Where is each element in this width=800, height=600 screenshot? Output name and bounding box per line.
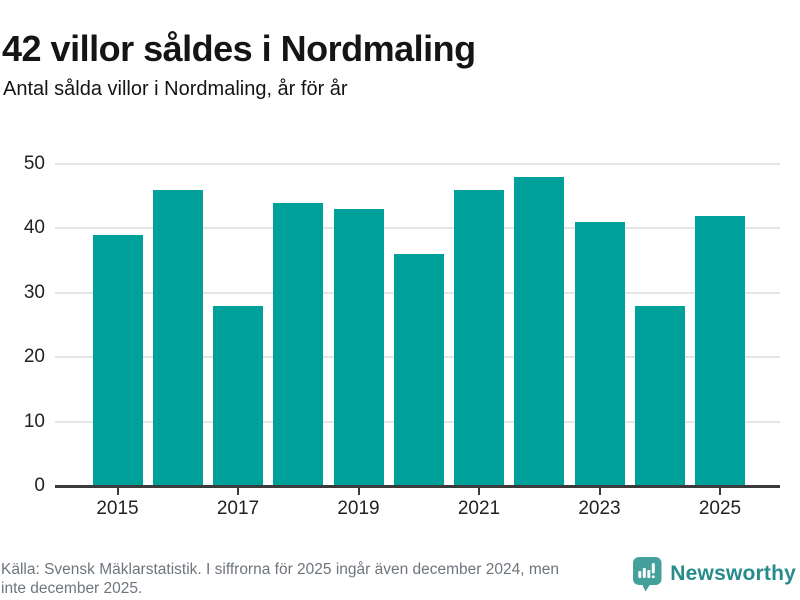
source-note: Källa: Svensk Mäklarstatistik. I siffror… bbox=[1, 560, 649, 598]
y-tick-label-30: 30 bbox=[23, 281, 45, 303]
x-tick-label-2023: 2023 bbox=[578, 498, 621, 519]
x-tick-2015 bbox=[116, 488, 119, 495]
x-tick-2017 bbox=[237, 488, 239, 495]
source-note-line1: Källa: Svensk Mäklarstatistik. I siffror… bbox=[1, 561, 559, 578]
x-tick-label-2015: 2015 bbox=[96, 498, 139, 519]
x-tick-label-2021: 2021 bbox=[457, 498, 501, 519]
x-tick-label-2019: 2019 bbox=[337, 498, 380, 519]
newsworthy-speech-bubble-chart-icon bbox=[633, 557, 662, 597]
y-tick-label-10: 10 bbox=[23, 410, 45, 432]
source-note-line2: inte december 2025. bbox=[1, 580, 143, 597]
x-tick-2021 bbox=[478, 488, 480, 495]
x-tick-2023 bbox=[598, 488, 601, 495]
gridline-50 bbox=[55, 163, 780, 165]
y-tick-label-20: 20 bbox=[23, 346, 45, 368]
bar-2018 bbox=[273, 202, 324, 486]
y-tick-label-0: 0 bbox=[34, 475, 45, 496]
bar-2024 bbox=[634, 305, 685, 486]
bar-2020 bbox=[393, 254, 444, 486]
y-tick-label-50: 50 bbox=[23, 153, 45, 174]
x-tick-label-2017: 2017 bbox=[216, 498, 260, 519]
bar-2022 bbox=[514, 176, 565, 486]
bar-2021 bbox=[454, 189, 504, 486]
newsworthy-logo-text: Newsworthy bbox=[670, 562, 796, 585]
x-tick-2019 bbox=[357, 488, 360, 495]
bar-2019 bbox=[333, 209, 384, 486]
bar-2016 bbox=[152, 189, 203, 486]
x-tick-2025 bbox=[719, 488, 721, 495]
bar-2017 bbox=[213, 305, 263, 486]
chart-subtitle: Antal sålda villor i Nordmaling, år för … bbox=[3, 78, 348, 100]
chart-title: 42 villor såldes i Nordmaling bbox=[2, 28, 476, 70]
bar-2025 bbox=[695, 215, 745, 486]
bar-chart: 0 10 20 30 40 50 2015 2017 2019 2021 2023 2025 bbox=[23, 153, 780, 519]
bar-2023 bbox=[574, 221, 625, 486]
gridline-40 bbox=[55, 227, 780, 230]
y-tick-label-40: 40 bbox=[23, 217, 45, 239]
x-axis-line bbox=[55, 485, 780, 488]
bar-2015 bbox=[92, 234, 143, 486]
x-tick-label-2025: 2025 bbox=[698, 498, 742, 519]
newsworthy-logo: Newsworthy bbox=[633, 557, 796, 597]
